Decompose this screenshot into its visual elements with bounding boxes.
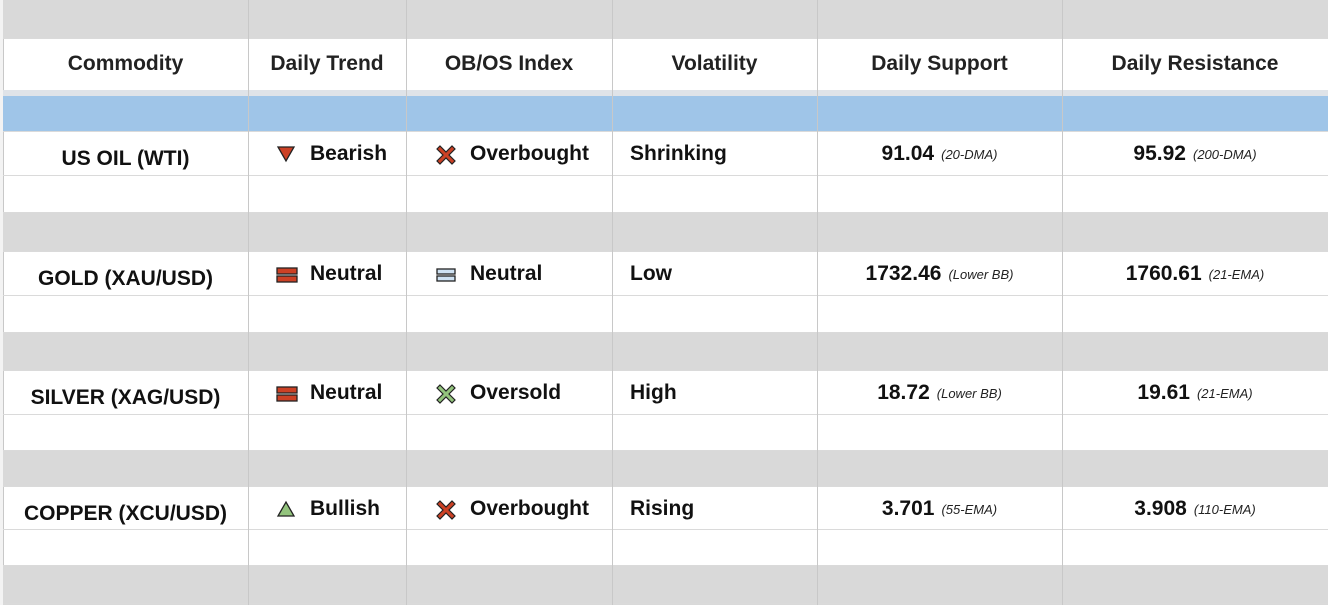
grid-column-line <box>406 0 407 605</box>
volatility-cell[interactable]: High <box>630 381 677 404</box>
band-gray <box>3 0 1328 38</box>
band-gray <box>3 565 1328 605</box>
band-blue <box>3 96 1328 131</box>
band-gray <box>3 332 1328 370</box>
index-label: Oversold <box>470 381 562 404</box>
column-header[interactable]: Daily Trend <box>270 52 384 75</box>
obos-index-cell[interactable]: Overbought <box>436 132 589 176</box>
resistance-note: (200-DMA) <box>1192 146 1257 162</box>
grid-line <box>3 414 1328 415</box>
column-header[interactable]: Commodity <box>67 52 184 75</box>
daily-support-cell[interactable]: 91.04 (20-DMA) <box>817 132 1062 176</box>
x-mark-green-icon <box>436 384 458 404</box>
grid-line <box>3 131 1328 132</box>
row-header-strip <box>0 0 4 605</box>
grid-column-line <box>817 0 818 605</box>
resistance-value: 1760.61 <box>1125 262 1202 285</box>
commodity-name[interactable]: US OIL (WTI) <box>61 147 190 170</box>
support-note: (55-EMA) <box>941 501 998 517</box>
band-gray <box>3 450 1328 486</box>
grid-line <box>3 565 1328 566</box>
index-label: Overbought <box>470 497 589 520</box>
grid-line <box>3 486 1328 487</box>
volatility-cell[interactable]: Rising <box>630 497 695 520</box>
grid-line <box>3 332 1328 333</box>
commodity-name[interactable]: COPPER (XCU/USD) <box>23 502 228 525</box>
x-mark-red-icon <box>436 500 458 520</box>
index-label: Neutral <box>470 262 543 285</box>
trend-label: Neutral <box>310 262 383 285</box>
daily-trend-cell[interactable]: Neutral <box>276 371 382 415</box>
grid-line <box>3 295 1328 296</box>
grid-line <box>3 529 1328 530</box>
daily-trend-cell[interactable]: Bearish <box>276 132 387 176</box>
index-label: Overbought <box>470 142 589 165</box>
column-header[interactable]: OB/OS Index <box>444 52 574 75</box>
grid-line <box>3 175 1328 176</box>
resistance-value: 19.61 <box>1137 381 1190 404</box>
obos-index-cell[interactable]: Neutral <box>436 252 542 296</box>
daily-resistance-cell[interactable]: 19.61 (21-EMA) <box>1062 371 1328 415</box>
daily-resistance-cell[interactable]: 3.908 (110-EMA) <box>1062 487 1328 531</box>
resistance-note: (21-EMA) <box>1208 266 1265 282</box>
grid-line <box>3 450 1328 451</box>
obos-index-cell[interactable]: Oversold <box>436 371 561 415</box>
support-value: 18.72 <box>877 381 930 404</box>
band-gray <box>3 212 1328 251</box>
grid-column-line <box>1062 0 1063 605</box>
resistance-value: 95.92 <box>1133 142 1186 165</box>
volatility-cell[interactable]: Shrinking <box>630 142 727 165</box>
equals-red-icon <box>276 265 298 283</box>
commodity-name[interactable]: GOLD (XAU/USD) <box>38 267 213 290</box>
resistance-value: 3.908 <box>1134 497 1187 520</box>
support-value: 3.701 <box>881 497 935 520</box>
volatility-cell[interactable]: Low <box>630 262 672 285</box>
triangle-down-icon <box>276 145 298 163</box>
daily-support-cell[interactable]: 1732.46 (Lower BB) <box>817 252 1062 296</box>
grid-line <box>3 370 1328 371</box>
equals-blue-icon <box>436 265 458 283</box>
commodity-name[interactable]: SILVER (XAG/USD) <box>30 386 221 409</box>
support-note: (20-DMA) <box>941 146 998 162</box>
grid-column-line <box>612 0 613 605</box>
column-header[interactable]: Daily Support <box>871 52 1008 75</box>
support-value: 91.04 <box>881 142 935 165</box>
daily-resistance-cell[interactable]: 95.92 (200-DMA) <box>1062 132 1328 176</box>
column-header[interactable]: Volatility <box>671 52 758 75</box>
grid-line <box>3 38 1328 39</box>
triangle-up-icon <box>276 500 298 518</box>
daily-support-cell[interactable]: 18.72 (Lower BB) <box>817 371 1062 415</box>
obos-index-cell[interactable]: Overbought <box>436 487 589 531</box>
x-mark-red-icon <box>436 145 458 165</box>
grid-line <box>3 603 1328 604</box>
grid-line <box>3 251 1328 252</box>
column-header[interactable]: Daily Resistance <box>1111 52 1279 75</box>
grid-line <box>3 212 1328 213</box>
resistance-note: (21-EMA) <box>1196 385 1253 401</box>
daily-support-cell[interactable]: 3.701 (55-EMA) <box>817 487 1062 531</box>
daily-resistance-cell[interactable]: 1760.61 (21-EMA) <box>1062 252 1328 296</box>
band-div <box>3 90 1328 96</box>
trend-label: Neutral <box>310 381 383 404</box>
equals-red-icon <box>276 384 298 402</box>
support-value: 1732.46 <box>865 262 942 285</box>
support-note: (Lower BB) <box>948 266 1014 282</box>
daily-trend-cell[interactable]: Bullish <box>276 487 380 531</box>
resistance-note: (110-EMA) <box>1193 501 1256 517</box>
grid-column-line <box>248 0 249 605</box>
support-note: (Lower BB) <box>936 385 1002 401</box>
trend-label: Bearish <box>310 142 388 165</box>
trend-label: Bullish <box>310 497 381 520</box>
daily-trend-cell[interactable]: Neutral <box>276 252 382 296</box>
